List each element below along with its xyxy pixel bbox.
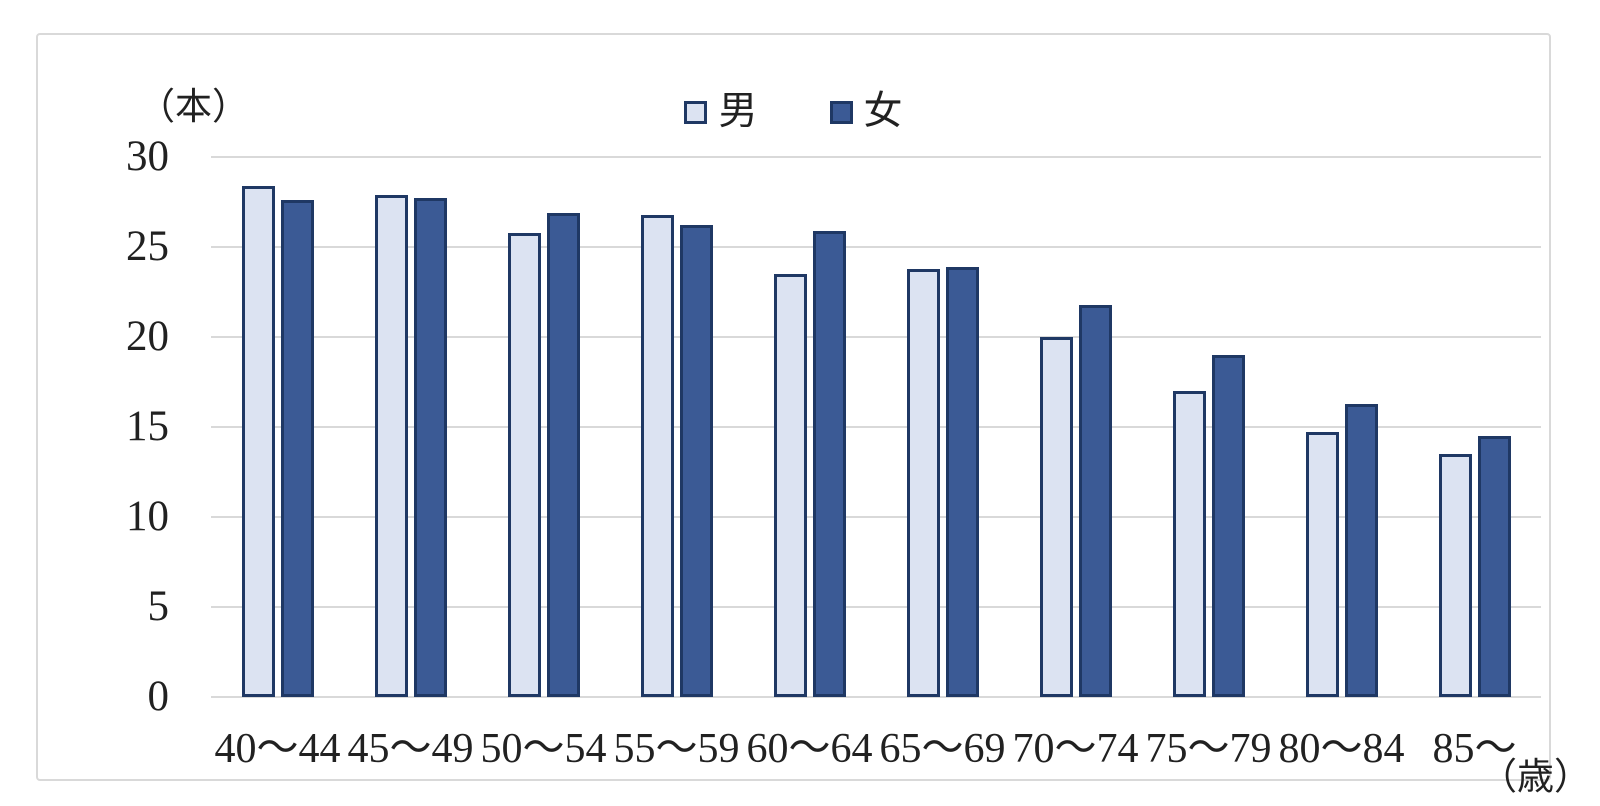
male-series-swatch-icon <box>684 100 708 124</box>
bar-male-0 <box>241 185 275 697</box>
bar-female-0 <box>280 200 314 697</box>
chart-frame: （本） 男 女 0 5 10 15 20 25 30 40～44 45～49 50～54 55～59… <box>36 33 1591 798</box>
bar-female-5 <box>945 266 979 697</box>
bar-female-4 <box>812 230 846 697</box>
gridline-30 <box>211 156 1541 158</box>
gridline-0 <box>211 696 1541 698</box>
bar-male-9 <box>1438 454 1472 697</box>
bar-male-2 <box>507 232 541 697</box>
bar-male-5 <box>906 268 940 697</box>
bar-female-2 <box>546 212 580 697</box>
y-tick-label-5: 5 <box>147 583 170 630</box>
gridline-15 <box>211 426 1541 428</box>
x-tick-label-8: 80～84 <box>1278 726 1405 772</box>
x-axis-unit-label: （歳） <box>1480 757 1591 798</box>
bar-male-8 <box>1305 432 1339 697</box>
legend-label-male: 男 <box>718 90 758 133</box>
x-tick-label-1: 45～49 <box>347 726 474 772</box>
y-tick-label-25: 25 <box>126 223 169 270</box>
bar-female-9 <box>1477 436 1511 697</box>
y-axis-unit-label: （本） <box>138 87 249 128</box>
x-tick-label-0: 40～44 <box>214 726 341 772</box>
legend: 男 女 <box>38 91 1549 133</box>
bar-female-1 <box>413 198 447 697</box>
bar-male-6 <box>1039 337 1073 697</box>
legend-item-male: 男 <box>684 90 758 133</box>
bar-male-7 <box>1172 391 1206 697</box>
bar-male-3 <box>640 214 674 697</box>
x-tick-label-3: 55～59 <box>613 726 740 772</box>
female-series-swatch-icon <box>829 100 853 124</box>
gridline-5 <box>211 606 1541 608</box>
x-tick-label-4: 60～64 <box>746 726 873 772</box>
x-tick-label-9: 85～ <box>1432 726 1517 772</box>
x-tick-label-6: 70～74 <box>1012 726 1139 772</box>
bar-female-6 <box>1078 304 1112 697</box>
y-tick-label-20: 20 <box>126 313 169 360</box>
gridline-10 <box>211 516 1541 518</box>
plot-area: 0 5 10 15 20 25 30 40～44 45～49 50～54 55～59 60～64 65～… <box>126 134 1541 771</box>
y-tick-label-15: 15 <box>126 403 169 450</box>
gridline-25 <box>211 246 1541 248</box>
x-tick-label-7: 75～79 <box>1145 726 1272 772</box>
bar-female-7 <box>1211 355 1245 697</box>
x-tick-label-5: 65～69 <box>879 726 1006 772</box>
y-tick-label-10: 10 <box>126 493 169 540</box>
y-tick-label-30: 30 <box>126 133 169 180</box>
legend-item-female: 女 <box>829 90 903 133</box>
x-tick-label-2: 50～54 <box>480 726 607 772</box>
bar-female-3 <box>679 225 713 697</box>
bar-female-8 <box>1344 403 1378 697</box>
gridline-20 <box>211 336 1541 338</box>
y-tick-label-0: 0 <box>147 673 170 720</box>
legend-label-female: 女 <box>863 90 903 133</box>
bar-male-1 <box>374 194 408 697</box>
bar-male-4 <box>773 274 807 697</box>
